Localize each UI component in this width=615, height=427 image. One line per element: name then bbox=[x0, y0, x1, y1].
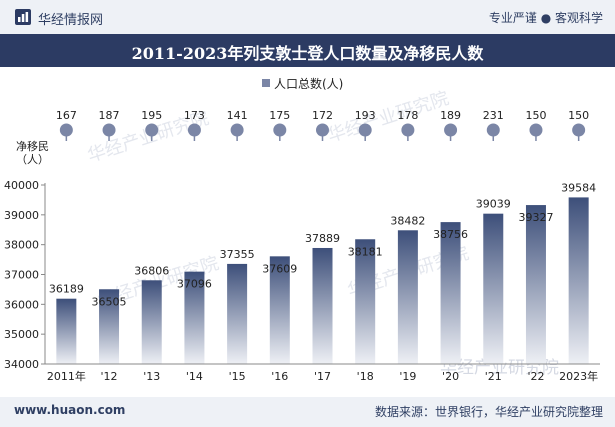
x-tick-label: '12 bbox=[101, 370, 118, 383]
x-tick-label: '16 bbox=[271, 370, 288, 383]
bar-chart-logo-icon bbox=[15, 9, 31, 25]
y-tick-label: 35000 bbox=[4, 328, 39, 341]
x-tick-label: '20 bbox=[442, 370, 459, 383]
bar-value-label: 38482 bbox=[390, 214, 425, 227]
bar-value-label: 36189 bbox=[49, 283, 84, 296]
bar bbox=[568, 197, 589, 364]
top-bar: 华经情报网 专业严谨 ● 客观科学 bbox=[0, 0, 615, 34]
x-tick-label: '17 bbox=[314, 370, 331, 383]
migration-dot bbox=[316, 123, 329, 137]
y-tick-label: 38000 bbox=[4, 239, 39, 252]
migration-value-label: 172 bbox=[312, 109, 333, 122]
migration-value-label: 189 bbox=[440, 109, 461, 122]
bar-value-label: 38181 bbox=[348, 245, 383, 258]
x-tick-label: '21 bbox=[485, 370, 502, 383]
migration-value-label: 167 bbox=[56, 109, 77, 122]
migration-dot bbox=[59, 123, 73, 137]
bar-value-label: 39327 bbox=[518, 211, 553, 224]
bar-value-label: 37355 bbox=[220, 248, 255, 261]
bar-value-label: 37889 bbox=[305, 232, 340, 245]
footer-url: www.huaon.com bbox=[14, 403, 126, 417]
bar-value-label: 39039 bbox=[476, 198, 511, 211]
y-tick-label: 34000 bbox=[4, 358, 39, 371]
x-tick-label: '18 bbox=[357, 370, 374, 383]
legend: 人口总数(人) bbox=[262, 76, 343, 91]
migration-dot bbox=[401, 123, 415, 137]
migration-dot bbox=[145, 123, 159, 137]
brand-slogan: 专业严谨 ● 客观科学 bbox=[488, 11, 603, 25]
migration-value-label: 231 bbox=[483, 109, 504, 122]
migration-value-label: 178 bbox=[397, 109, 418, 122]
net-migration-label: 净移民（人） bbox=[16, 139, 49, 166]
legend-label: 人口总数(人) bbox=[274, 76, 343, 91]
footer-source: 数据来源：世界银行，华经产业研究院整理 bbox=[374, 405, 603, 419]
bar bbox=[99, 289, 120, 364]
migration-value-label: 175 bbox=[269, 109, 290, 122]
migration-dot bbox=[486, 123, 500, 137]
migration-value-label: 195 bbox=[141, 109, 162, 122]
bar-value-label: 37609 bbox=[262, 262, 297, 275]
migration-value-label: 141 bbox=[227, 109, 248, 122]
x-tick-label: '14 bbox=[186, 370, 203, 383]
bar bbox=[141, 280, 162, 364]
watermark-text: 华经产业研究院 bbox=[325, 88, 451, 147]
x-tick-label: '19 bbox=[399, 370, 416, 383]
chart-svg: 华经产业研究院 华经产业研究院 华经产业研究院 华经产业研究院 华经产业研究院 … bbox=[4, 76, 600, 383]
migration-value-label: 150 bbox=[525, 109, 546, 122]
migration-dot bbox=[444, 123, 458, 137]
bar-value-label: 37096 bbox=[177, 278, 212, 291]
bar-value-label: 36505 bbox=[92, 295, 127, 308]
bar-value-label: 39584 bbox=[561, 181, 596, 194]
bar bbox=[269, 256, 290, 364]
footer-bar: www.huaon.com 数据来源：世界银行，华经产业研究院整理 bbox=[0, 397, 615, 427]
migration-dot bbox=[102, 123, 116, 137]
x-tick-label: '13 bbox=[143, 370, 160, 383]
migration-dot bbox=[187, 123, 201, 137]
bar bbox=[56, 298, 77, 364]
bar bbox=[483, 213, 504, 364]
bar bbox=[355, 239, 376, 364]
bar bbox=[184, 271, 205, 364]
migration-dot bbox=[230, 123, 244, 137]
title-bar: 2011-2023年列支敦士登人口数量及净移民人数 bbox=[0, 34, 615, 67]
legend-swatch bbox=[262, 79, 270, 87]
bar bbox=[312, 247, 333, 364]
y-tick-label: 37000 bbox=[4, 269, 39, 282]
migration-dot bbox=[572, 123, 586, 137]
brand-name: 华经情报网 bbox=[38, 13, 104, 28]
migration-dot bbox=[273, 123, 287, 137]
bar bbox=[227, 263, 248, 364]
x-tick-label: '15 bbox=[229, 370, 246, 383]
migration-value-label: 187 bbox=[99, 109, 120, 122]
bar bbox=[397, 230, 418, 364]
x-tick-label: 2023年 bbox=[559, 369, 598, 383]
migration-dot bbox=[529, 123, 543, 137]
migration-value-label: 173 bbox=[184, 109, 205, 122]
chart-title: 2011-2023年列支敦士登人口数量及净移民人数 bbox=[131, 44, 484, 63]
x-tick-label: '22 bbox=[527, 370, 544, 383]
bar-value-label: 36806 bbox=[134, 264, 169, 277]
migration-value-label: 150 bbox=[568, 109, 589, 122]
bar-value-label: 38756 bbox=[433, 228, 468, 241]
y-tick-label: 40000 bbox=[4, 179, 39, 192]
migration-dot bbox=[358, 123, 372, 137]
y-tick-label: 36000 bbox=[4, 298, 39, 311]
x-tick-label: 2011年 bbox=[47, 369, 86, 383]
migration-value-label: 193 bbox=[355, 109, 376, 122]
y-tick-label: 39000 bbox=[4, 209, 39, 222]
bar bbox=[440, 222, 461, 364]
bar bbox=[525, 205, 546, 364]
